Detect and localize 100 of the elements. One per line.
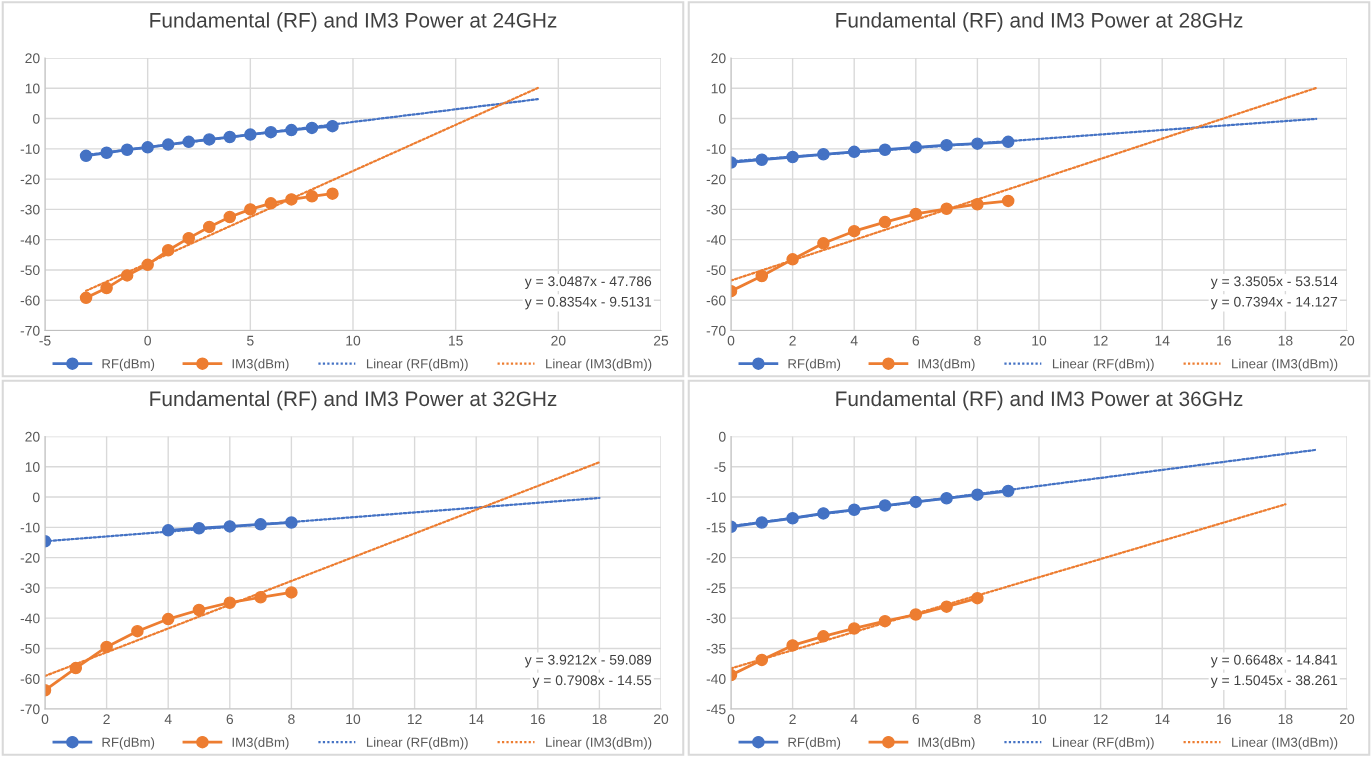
- legend-label: IM3(dBm): [918, 358, 975, 372]
- legend-label: RF(dBm): [102, 358, 155, 372]
- point: [326, 187, 339, 200]
- x-tick-label: 16: [1217, 714, 1231, 725]
- x-tick-label: 4: [850, 714, 858, 724]
- y-tick-label: -60: [20, 674, 40, 684]
- y-tick-label: 0: [718, 113, 726, 124]
- legend-label: Linear (RF(dBm)): [366, 737, 468, 750]
- y-tick-label: -40: [706, 674, 726, 684]
- y-tick-label: 10: [711, 83, 726, 94]
- y-tick-label: 10: [25, 83, 40, 94]
- point: [817, 237, 830, 250]
- annotation: y = 0.6648x - 14.841: [1210, 654, 1338, 668]
- point: [878, 215, 892, 229]
- legend-label: IM3(dBm): [232, 358, 289, 372]
- point: [131, 624, 144, 638]
- annotation: y = 0.7394x - 14.127: [1210, 296, 1338, 310]
- annotation: y = 3.3505x - 53.514: [1210, 276, 1338, 289]
- point: [305, 190, 319, 203]
- y-tick-label: -10: [20, 144, 40, 154]
- legend-label: RF(dBm): [102, 737, 155, 750]
- y-tick-label: 0: [32, 113, 40, 124]
- chart-title: Fundamental (RF) and IM3 Power at 32GHz: [150, 390, 557, 411]
- annotation: y = 3.9212x - 59.089: [524, 654, 652, 668]
- point: [192, 603, 206, 617]
- point: [223, 210, 237, 224]
- x-tick-label: 10: [346, 335, 361, 346]
- x-tick-label: 6: [226, 714, 234, 725]
- y-tick-label: -35: [706, 643, 726, 654]
- y-tick-label: 20: [711, 53, 726, 64]
- x-tick-label: 0: [727, 714, 735, 725]
- x-tick-label: 4: [850, 335, 858, 346]
- x-tick-label: 0: [41, 714, 49, 725]
- y-tick-label: -50: [706, 265, 726, 276]
- point: [285, 586, 298, 599]
- y-tick-label: -20: [20, 174, 40, 185]
- x-tick-label: 8: [288, 714, 295, 725]
- x-tick-label: 20: [551, 335, 566, 346]
- x-tick-label: 18: [1278, 714, 1293, 725]
- x-tick-label: 20: [653, 714, 669, 725]
- legend-label: Linear (RF(dBm)): [366, 358, 468, 372]
- x-tick-label: 6: [912, 335, 920, 346]
- y-tick-label: -30: [20, 583, 40, 594]
- legend-label: Linear (RF(dBm)): [1052, 737, 1154, 750]
- y-tick-label: -50: [20, 643, 40, 654]
- x-tick-label: 5: [247, 335, 254, 346]
- annotation: y = 0.8354x - 9.5131: [524, 296, 652, 310]
- y-tick-label: -30: [20, 204, 40, 215]
- x-tick-label: 14: [1155, 335, 1170, 346]
- y-tick-label: -70: [20, 704, 40, 715]
- x-tick-label: 18: [1278, 335, 1293, 346]
- x-tick-label: 0: [144, 335, 151, 346]
- y-tick-label: -5: [714, 462, 726, 472]
- x-tick-label: 12: [1093, 714, 1108, 724]
- x-tick-label: -5: [39, 335, 51, 346]
- point: [79, 291, 93, 305]
- y-tick-label: -60: [20, 295, 40, 306]
- y-tick-label: -25: [706, 583, 726, 594]
- y-tick-label: 10: [25, 462, 40, 472]
- x-tick-label: 10: [1032, 714, 1047, 725]
- x-tick-label: 2: [789, 335, 796, 346]
- point: [182, 231, 195, 245]
- legend-label: IM3(dBm): [232, 737, 289, 750]
- x-tick-label: 12: [407, 714, 422, 724]
- x-tick-label: 14: [1155, 714, 1170, 724]
- legend-label: RF(dBm): [788, 737, 841, 750]
- chart-title: Fundamental (RF) and IM3 Power at 36GHz: [836, 390, 1243, 411]
- x-tick-label: 20: [1339, 714, 1355, 725]
- y-tick-label: -70: [706, 325, 726, 336]
- point: [244, 203, 257, 216]
- annotation: y = 3.0487x - 47.786: [524, 276, 652, 289]
- y-tick-label: -40: [706, 235, 726, 245]
- legend-label: Linear (RF(dBm)): [1052, 358, 1154, 372]
- x-tick-label: 12: [1093, 335, 1108, 346]
- y-tick-label: -20: [20, 552, 40, 563]
- legend-label: Linear (IM3(dBm)): [1232, 737, 1338, 750]
- x-tick-label: 16: [1217, 335, 1231, 346]
- y-tick-label: -10: [20, 522, 40, 533]
- x-tick-label: 4: [164, 714, 172, 724]
- x-tick-label: 2: [789, 714, 796, 724]
- x-tick-label: 8: [974, 714, 981, 725]
- y-tick-label: -70: [20, 325, 40, 336]
- point: [203, 220, 216, 234]
- legend-label: Linear (IM3(dBm)): [546, 358, 652, 372]
- annotation: y = 1.5045x - 38.261: [1210, 675, 1338, 688]
- point: [100, 281, 113, 295]
- legend-label: Linear (IM3(dBm)): [546, 737, 652, 750]
- legend-label: IM3(dBm): [918, 737, 975, 750]
- x-tick-label: 25: [653, 335, 669, 346]
- y-tick-label: -15: [706, 522, 726, 533]
- y-tick-label: -10: [706, 492, 726, 503]
- legend-label: RF(dBm): [788, 358, 841, 372]
- y-tick-label: 20: [25, 431, 40, 442]
- x-tick-label: 10: [346, 714, 361, 725]
- x-tick-label: 10: [1032, 335, 1047, 346]
- x-tick-label: 0: [727, 335, 735, 346]
- point: [1001, 194, 1015, 208]
- y-tick-label: 0: [32, 492, 40, 503]
- y-tick-label: -20: [706, 174, 726, 185]
- y-tick-label: -20: [706, 552, 726, 563]
